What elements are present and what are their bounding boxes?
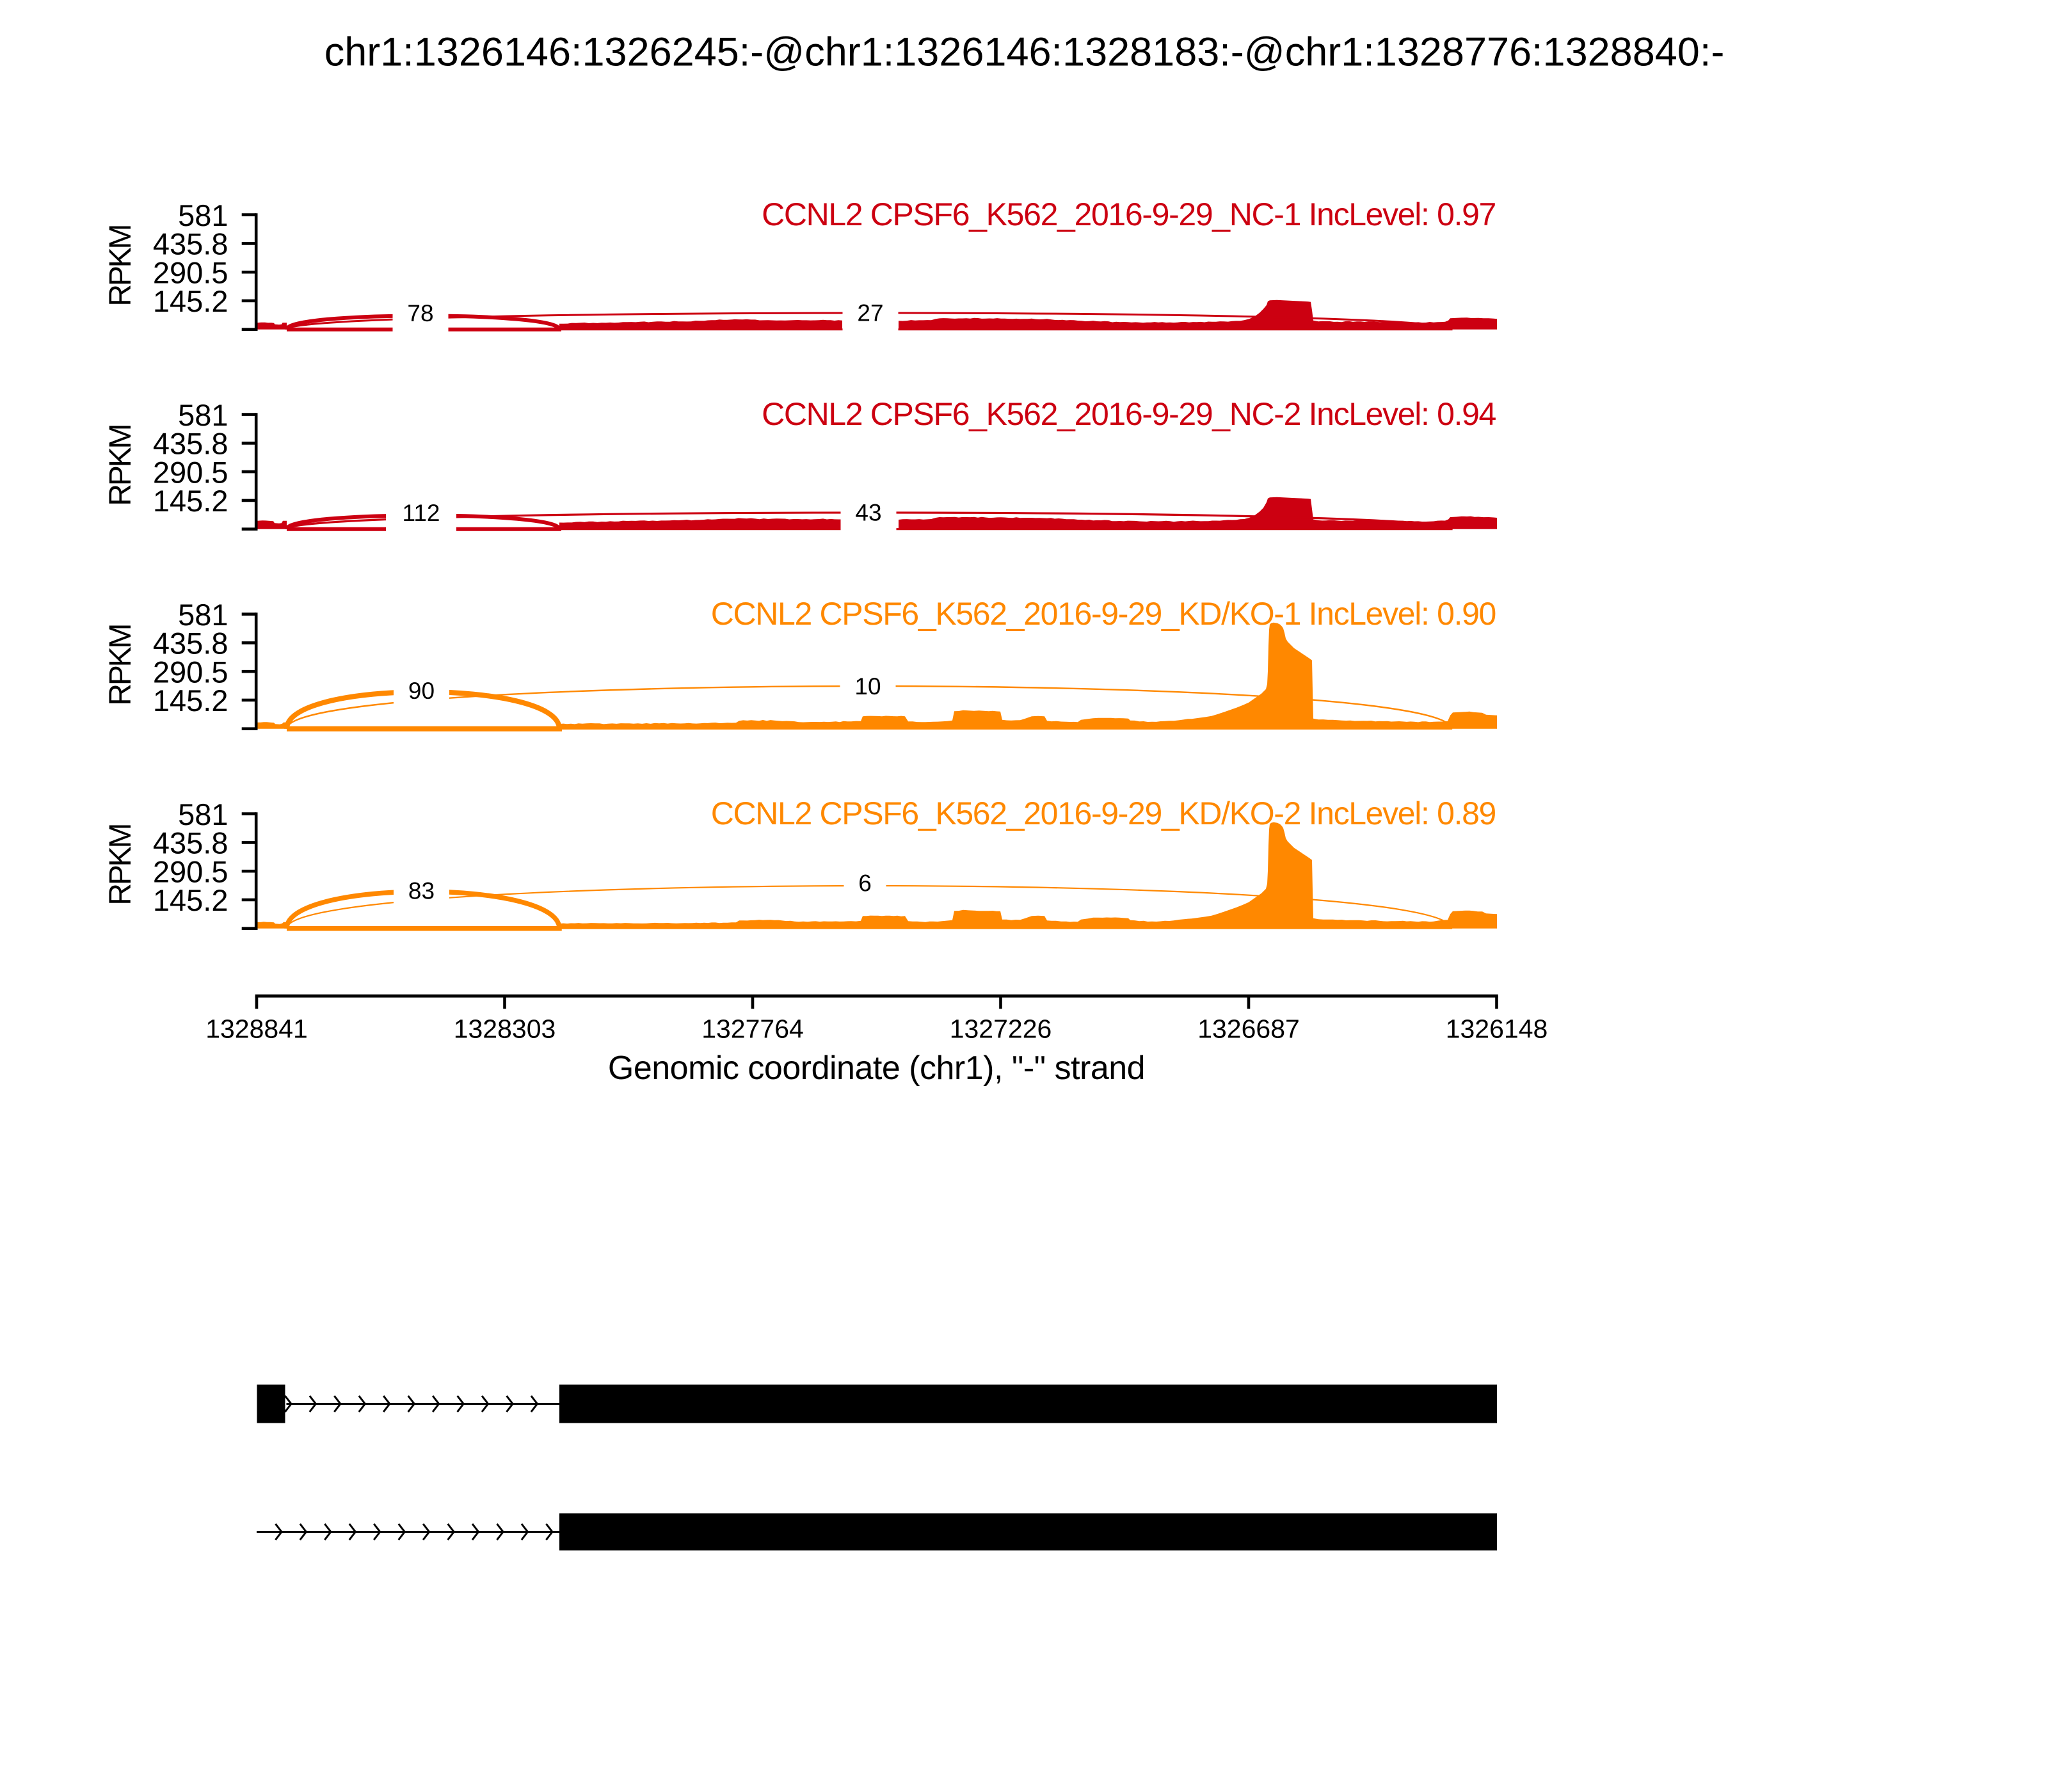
svg-text:290.5: 290.5 [153,655,228,689]
svg-text:1327764: 1327764 [701,1014,804,1044]
svg-text:6: 6 [858,870,872,896]
svg-text:10: 10 [854,673,881,700]
svg-text:145.2: 145.2 [153,684,228,717]
svg-text:27: 27 [857,300,883,326]
svg-text:RPKM: RPKM [104,825,138,906]
svg-text:145.2: 145.2 [153,484,228,518]
svg-text:1327226: 1327226 [950,1014,1052,1044]
svg-text:1328841: 1328841 [205,1014,308,1044]
svg-text:581: 581 [178,598,228,632]
svg-text:Genomic coordinate (chr1), "-": Genomic coordinate (chr1), "-" strand [608,1050,1145,1087]
svg-text:145.2: 145.2 [153,284,228,318]
svg-text:CCNL2 CPSF6_K562_2016-9-29_KD/: CCNL2 CPSF6_K562_2016-9-29_KD/KO-1 IncLe… [711,596,1496,632]
svg-text:83: 83 [408,877,435,904]
svg-text:435.8: 435.8 [153,627,228,660]
svg-text:RPKM: RPKM [104,226,138,307]
svg-text:1326148: 1326148 [1446,1014,1548,1044]
svg-text:435.8: 435.8 [153,427,228,461]
svg-text:RPKM: RPKM [104,625,138,706]
svg-text:CCNL2 CPSF6_K562_2016-9-29_NC-: CCNL2 CPSF6_K562_2016-9-29_NC-2 IncLevel… [762,396,1496,432]
svg-text:43: 43 [855,499,881,525]
svg-text:581: 581 [178,198,228,232]
svg-text:435.8: 435.8 [153,227,228,261]
svg-text:78: 78 [407,300,433,326]
svg-text:1328303: 1328303 [454,1014,556,1044]
svg-text:CCNL2 CPSF6_K562_2016-9-29_KD/: CCNL2 CPSF6_K562_2016-9-29_KD/KO-2 IncLe… [711,796,1496,831]
svg-text:290.5: 290.5 [153,854,228,888]
svg-text:112: 112 [403,500,440,526]
svg-text:581: 581 [178,797,228,831]
svg-text:290.5: 290.5 [153,255,228,289]
svg-text:145.2: 145.2 [153,883,228,917]
svg-text:RPKM: RPKM [104,426,138,506]
svg-text:290.5: 290.5 [153,455,228,489]
svg-text:chr1:1326146:1326245:-@chr1:13: chr1:1326146:1326245:-@chr1:1326146:1328… [324,29,1725,74]
svg-text:CCNL2 CPSF6_K562_2016-9-29_NC-: CCNL2 CPSF6_K562_2016-9-29_NC-1 IncLevel… [762,196,1496,232]
svg-text:581: 581 [178,398,228,432]
svg-text:1326687: 1326687 [1197,1014,1300,1044]
svg-text:435.8: 435.8 [153,826,228,860]
svg-text:90: 90 [408,678,435,704]
